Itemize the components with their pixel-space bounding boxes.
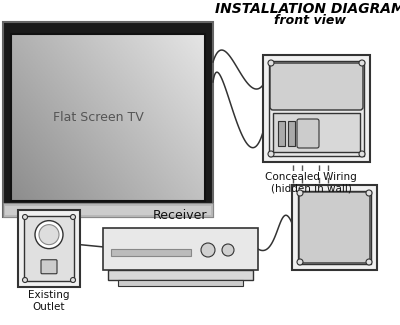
Text: Receiver: Receiver [153, 209, 208, 222]
Text: front view: front view [274, 14, 346, 27]
Bar [269, 61, 364, 156]
Circle shape [39, 225, 59, 245]
Bar [278, 121, 285, 146]
Text: INSTALLATION DIAGRAM: INSTALLATION DIAGRAM [215, 2, 400, 16]
Bar [263, 55, 370, 162]
Bar [298, 191, 371, 264]
Circle shape [366, 259, 372, 265]
FancyBboxPatch shape [297, 119, 319, 148]
Circle shape [201, 243, 215, 257]
Circle shape [35, 221, 63, 249]
Circle shape [359, 60, 365, 66]
Bar [103, 228, 258, 270]
Text: Existing
Outlet: Existing Outlet [28, 290, 70, 312]
Bar [273, 113, 360, 152]
Circle shape [70, 278, 76, 282]
Circle shape [297, 259, 303, 265]
Circle shape [366, 190, 372, 196]
Bar [118, 280, 243, 286]
FancyBboxPatch shape [270, 63, 363, 110]
Bar [3, 203, 213, 217]
Circle shape [70, 214, 76, 219]
Text: Flat Screen TV: Flat Screen TV [53, 111, 144, 124]
Circle shape [268, 151, 274, 157]
Circle shape [297, 190, 303, 196]
Bar [5, 206, 211, 215]
Bar [292, 185, 377, 270]
Circle shape [22, 214, 28, 219]
Bar [108, 270, 253, 280]
Circle shape [22, 278, 28, 282]
Bar [11, 34, 205, 201]
Bar [18, 210, 80, 287]
Bar [24, 216, 74, 281]
Bar [111, 249, 191, 256]
FancyBboxPatch shape [299, 192, 370, 263]
Circle shape [359, 151, 365, 157]
Text: Concealed Wiring
(hidden in wall): Concealed Wiring (hidden in wall) [265, 172, 357, 194]
Circle shape [268, 60, 274, 66]
Circle shape [222, 244, 234, 256]
Bar [3, 22, 213, 217]
FancyBboxPatch shape [41, 260, 57, 274]
Bar [288, 121, 295, 146]
